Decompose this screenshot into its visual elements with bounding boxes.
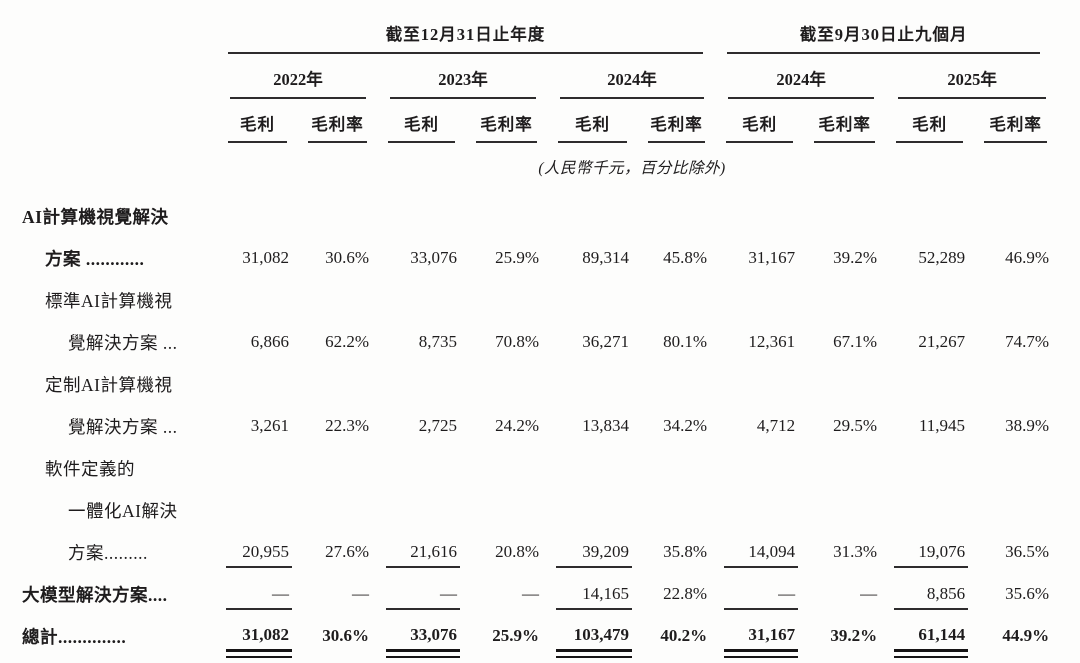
row-label-custom-ai-cv-cont: 覺解決方案 ... xyxy=(68,417,178,437)
value-cell: 34.2% xyxy=(663,416,708,435)
value-cell: 67.1% xyxy=(833,332,878,351)
value-cell: — xyxy=(522,584,539,603)
period-group-annual-label: 截至12月31日止年度 xyxy=(228,21,704,54)
year-header-2022: 2022年 xyxy=(230,66,366,99)
period-group-nine-months-label: 截至9月30日止九個月 xyxy=(727,21,1041,54)
value-cell: 20.8% xyxy=(495,542,539,561)
value-cell: 13,834 xyxy=(582,416,629,435)
metric-header-gross-profit: 毛利 xyxy=(558,111,627,143)
value-cell: — xyxy=(710,568,799,610)
value-cell: 31,082 xyxy=(242,248,289,267)
row-label-standard-ai-cv: 標準AI計算機視 xyxy=(45,291,173,311)
year-header-2025: 2025年 xyxy=(898,66,1047,99)
total-value-cell: 44.9% xyxy=(1002,626,1050,645)
value-cell: 29.5% xyxy=(833,416,878,435)
value-cell: 74.7% xyxy=(1005,332,1050,351)
metric-header-gross-margin: 毛利率 xyxy=(814,111,876,143)
row-label-standard-ai-cv-cont: 覺解決方案 ... xyxy=(68,333,178,353)
value-cell: 35.8% xyxy=(663,542,708,561)
value-cell: 20,955 xyxy=(212,526,292,568)
value-cell: 27.6% xyxy=(325,542,369,561)
period-group-nine-months: 截至9月30日止九個月 xyxy=(710,4,1052,54)
value-cell: 80.1% xyxy=(663,332,708,351)
value-cell: 31,167 xyxy=(748,248,796,267)
value-cell: 36,271 xyxy=(582,332,629,351)
value-cell: 38.9% xyxy=(1005,416,1050,435)
row-label-ai-cv-solutions-cont: 方案 ............ xyxy=(45,249,145,269)
row-label-ai-cv-solutions: AI計算機視覺解決 xyxy=(22,207,169,227)
value-cell: 46.9% xyxy=(1005,248,1050,267)
value-cell: 21,616 xyxy=(372,526,460,568)
value-cell: 8,735 xyxy=(418,332,457,351)
year-header-2024-9m: 2024年 xyxy=(728,66,875,99)
metric-header-gross-margin: 毛利率 xyxy=(648,111,706,143)
metric-header-gross-profit: 毛利 xyxy=(896,111,964,143)
value-cell: 19,076 xyxy=(880,526,969,568)
total-value-cell: 30.6% xyxy=(322,626,369,645)
value-cell: 52,289 xyxy=(918,248,966,267)
value-cell: 70.8% xyxy=(495,332,539,351)
value-cell: — xyxy=(352,584,369,603)
value-cell: 35.6% xyxy=(1005,584,1050,603)
period-group-annual: 截至12月31日止年度 xyxy=(212,4,710,54)
metric-header-gross-profit: 毛利 xyxy=(726,111,794,143)
value-cell: 30.6% xyxy=(325,248,369,267)
row-label-integrated-ai: 一體化AI解決 xyxy=(68,501,178,521)
row-label-custom-ai-cv: 定制AI計算機視 xyxy=(45,375,173,395)
value-cell: 31.3% xyxy=(833,542,878,561)
value-cell: — xyxy=(860,584,878,603)
value-cell: 4,712 xyxy=(756,416,796,435)
total-value-cell: 39.2% xyxy=(830,626,878,645)
value-cell: 3,261 xyxy=(250,416,289,435)
total-value-cell: 40.2% xyxy=(660,626,708,645)
metric-header-gross-profit: 毛利 xyxy=(388,111,455,143)
metric-header-gross-profit: 毛利 xyxy=(228,111,287,143)
total-value-cell: 31,082 xyxy=(212,610,292,658)
value-cell: 89,314 xyxy=(582,248,629,267)
value-cell: 22.3% xyxy=(325,416,369,435)
value-cell: 6,866 xyxy=(250,332,289,351)
gross-profit-table: 截至12月31日止年度 截至9月30日止九個月 2022年 2023年 2024… xyxy=(0,4,1080,658)
row-label-software-defined-cont: 方案......... xyxy=(68,543,148,563)
value-cell: 22.8% xyxy=(663,584,708,603)
total-value-cell: 33,076 xyxy=(372,610,460,658)
metric-header-gross-margin: 毛利率 xyxy=(308,111,367,143)
year-header-2023: 2023年 xyxy=(390,66,536,99)
value-cell: 39.2% xyxy=(833,248,878,267)
value-cell: 12,361 xyxy=(748,332,796,351)
value-cell: 14,094 xyxy=(710,526,799,568)
total-value-cell: 103,479 xyxy=(542,610,632,658)
value-cell: 33,076 xyxy=(410,248,457,267)
value-cell: — xyxy=(212,568,292,610)
value-cell: 36.5% xyxy=(1005,542,1050,561)
value-cell: 21,267 xyxy=(918,332,966,351)
total-value-cell: 31,167 xyxy=(710,610,799,658)
metric-header-gross-margin: 毛利率 xyxy=(476,111,537,143)
value-cell: 24.2% xyxy=(495,416,539,435)
unit-note: (人民幣千元，百分比除外) xyxy=(538,159,726,177)
row-label-large-model: 大模型解決方案.... xyxy=(22,585,168,605)
row-label-software-defined: 軟件定義的 xyxy=(45,459,135,479)
row-label-total: 總計.............. xyxy=(22,627,127,647)
value-cell: 14,165 xyxy=(542,568,632,610)
value-cell: 11,945 xyxy=(918,416,966,435)
total-value-cell: 61,144 xyxy=(880,610,969,658)
total-value-cell: 25.9% xyxy=(492,626,539,645)
value-cell: 2,725 xyxy=(418,416,457,435)
value-cell: — xyxy=(372,568,460,610)
value-cell: 39,209 xyxy=(542,526,632,568)
metric-header-gross-margin: 毛利率 xyxy=(984,111,1048,143)
value-cell: 8,856 xyxy=(880,568,969,610)
value-cell: 62.2% xyxy=(325,332,369,351)
year-header-2024: 2024年 xyxy=(560,66,705,99)
value-cell: 45.8% xyxy=(663,248,708,267)
value-cell: 25.9% xyxy=(495,248,539,267)
